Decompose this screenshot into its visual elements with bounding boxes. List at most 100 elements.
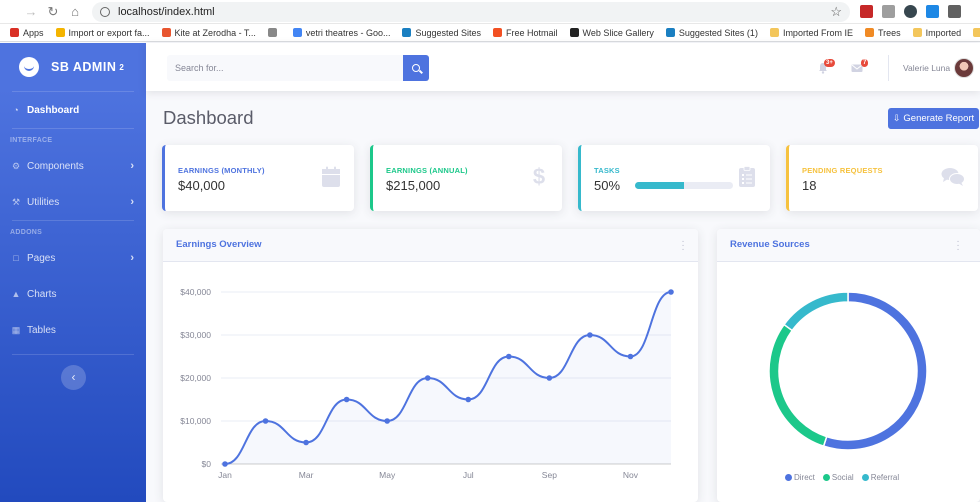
stat-label: PENDING REQUESTS (802, 166, 883, 175)
bookmark-item[interactable]: Free Hotmail (493, 28, 558, 38)
stat-value: 50% (594, 178, 621, 193)
bookmark-item[interactable]: Suggested Sites (402, 28, 481, 38)
stat-label: EARNINGS (MONTHLY) (178, 166, 265, 175)
bookmark-label: Web Slice Gallery (582, 27, 654, 38)
back-icon[interactable]: → (24, 4, 38, 19)
tasks-progress-fill (635, 182, 684, 189)
bookmark-item[interactable]: Trees (864, 27, 901, 38)
comments-icon (941, 168, 965, 186)
grid-extension-icon[interactable] (926, 5, 939, 18)
avatar[interactable] (954, 58, 974, 78)
folder-icon: □ (13, 253, 19, 263)
sidebar-brand[interactable]: SB ADMIN 2 (0, 43, 146, 91)
browser-toolbar: → ↻ ⌂ localhost/index.html ☆ (0, 0, 980, 24)
sidebar-item-tables[interactable]: ▦ Tables (0, 312, 146, 348)
data-point (627, 353, 634, 360)
sidebar-heading-addons: ADDONS (10, 229, 43, 236)
sidebar-item-components[interactable]: ⚙ Components › (0, 148, 146, 184)
bookmark-item[interactable] (267, 28, 281, 37)
bookmark-icon (569, 28, 579, 37)
legend-item-social[interactable]: Social (822, 473, 854, 482)
home-icon[interactable]: ⌂ (71, 4, 79, 19)
bookmark-item[interactable]: Web Slice Gallery (569, 27, 654, 38)
sidebar-toggle-button[interactable]: ‹ (61, 365, 86, 390)
sidebar-divider (12, 354, 134, 355)
cog-icon: ⚙ (11, 161, 21, 171)
bookmark-icon (864, 28, 874, 37)
earnings-area-chart: $0 $10,000 $20,000 $30,000 $40,000 Jan Mar May J… (180, 287, 674, 480)
user-name[interactable]: Valerie Luna (903, 63, 951, 73)
topbar: 3+ 7 Valerie Luna (146, 43, 980, 91)
search-input[interactable] (167, 55, 403, 81)
bookmark-item[interactable]: Imported From IE (769, 28, 853, 38)
sidebar-item-label: Components (27, 160, 84, 172)
tasks-progress-bar (635, 182, 733, 189)
dollar-icon: $ (532, 164, 546, 189)
info-icon[interactable] (100, 7, 110, 17)
chevron-left-icon: ‹ (71, 370, 76, 384)
ellipsis-vertical-icon[interactable]: · · · (956, 236, 960, 255)
bookmark-item[interactable]: Apps (10, 28, 44, 38)
reload-icon[interactable]: ↻ (47, 3, 59, 19)
laugh-wink-icon (19, 57, 39, 77)
x-tick-label: May (379, 470, 396, 480)
bookmark-item[interactable]: vetri theatres - Goo... (292, 27, 391, 38)
topbar-divider (888, 55, 889, 81)
bookmark-item[interactable]: Suggested Sites (1) (665, 28, 758, 38)
generate-report-label: Generate Report (903, 113, 975, 124)
bookmark-item[interactable]: Kite at Zerodha - T... (161, 27, 256, 38)
search-button[interactable] (403, 55, 429, 81)
stat-value: $40,000 (178, 178, 225, 193)
messages-badge: 7 (861, 59, 869, 67)
data-point (343, 396, 350, 403)
puzzle-extension-icon[interactable] (948, 5, 961, 18)
sidebar-item-charts[interactable]: ▲ Charts (0, 276, 146, 312)
envelope-icon[interactable] (851, 62, 863, 74)
x-tick-label: Jul (463, 470, 474, 480)
data-point (668, 289, 674, 295)
sidebar-item-label: Dashboard (27, 104, 80, 116)
bookmark-icon (10, 28, 19, 37)
alerts-badge: 3+ (824, 59, 835, 67)
bookmark-icon (973, 28, 980, 37)
sidebar-item-label: Pages (27, 252, 56, 264)
stat-value: 18 (802, 178, 817, 193)
bookmark-label: Suggested Sites (415, 27, 482, 38)
shield-extension-icon[interactable] (904, 5, 917, 18)
donut-slice-social (768, 323, 828, 448)
data-point (424, 375, 431, 381)
bookmark-label: vetri theatres - Goo... (305, 27, 391, 38)
sidebar-item-utilities[interactable]: ⚒ Utilities › (0, 184, 146, 220)
extension-icons (860, 5, 961, 18)
folder-extension-icon[interactable] (882, 5, 895, 18)
pending-requests-card: PENDING REQUESTS 18 (786, 145, 978, 211)
chart-legend: Direct Social Referral (785, 473, 899, 482)
bookmark-star-icon[interactable]: ☆ (830, 4, 842, 19)
bookmark-item[interactable]: Import or export fa... (55, 28, 150, 38)
panel-header: Revenue Sources · · · (717, 229, 980, 262)
ellipsis-vertical-icon[interactable]: · · · (681, 236, 685, 255)
legend-label: Social (831, 473, 854, 482)
bookmark-label: Kite at Zerodha - T... (174, 27, 256, 38)
bookmark-icon (402, 28, 412, 37)
generate-report-button[interactable]: ⇩ Generate Report (888, 108, 979, 129)
bookmark-label: Trees (877, 27, 901, 38)
sidebar-item-dashboard[interactable]: ◔ Dashboard (0, 92, 146, 128)
legend-item-referral[interactable]: Referral (861, 473, 899, 482)
pdf-extension-icon[interactable] (860, 5, 873, 18)
circle-icon (785, 474, 792, 481)
sidebar-item-pages[interactable]: □ Pages › (0, 240, 146, 276)
legend-item-direct[interactable]: Direct (785, 473, 815, 482)
chevron-right-icon: › (130, 252, 134, 264)
bookmark-item[interactable]: IEEE (973, 28, 980, 38)
address-bar[interactable]: localhost/index.html ☆ (92, 2, 850, 22)
brand-name: SB ADMIN (51, 60, 117, 74)
bookmark-item[interactable]: Imported (912, 28, 961, 38)
bookmark-icon (912, 28, 922, 37)
x-tick-label: Jan (218, 470, 232, 480)
bookmark-icon (292, 28, 302, 37)
tasks-card: TASKS 50% (578, 145, 770, 211)
sidebar-divider (12, 91, 134, 92)
bookmark-icon (493, 28, 503, 37)
earnings-annual-card: EARNINGS (ANNUAL) $215,000 $ (370, 145, 562, 211)
